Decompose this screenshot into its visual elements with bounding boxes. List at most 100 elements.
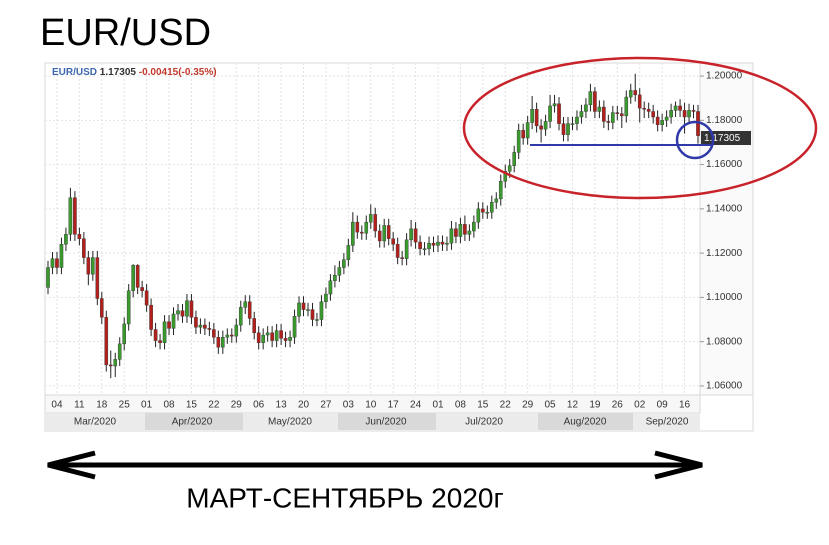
candle-body xyxy=(440,241,445,245)
candle-body xyxy=(584,104,588,112)
candle-body xyxy=(337,267,342,276)
candle-body xyxy=(642,107,647,110)
candle-body xyxy=(516,130,521,153)
annotation: МАРТ-СЕНТЯБРЬ 2020г xyxy=(186,482,503,513)
arrow-head-right xyxy=(654,450,703,480)
x-tick-label: 17 xyxy=(388,400,400,411)
candle-body xyxy=(512,152,517,166)
x-tick-label: 01 xyxy=(141,400,153,411)
candle-body xyxy=(171,313,176,329)
candle-body xyxy=(185,300,189,317)
candle-body xyxy=(458,224,463,237)
period-arrow xyxy=(47,450,703,480)
candle-body xyxy=(203,324,207,329)
candle-body xyxy=(575,116,579,124)
candle-body xyxy=(691,110,696,112)
candle-body xyxy=(579,111,584,118)
candle-body xyxy=(597,106,602,112)
candle-body xyxy=(436,241,440,246)
candle-body xyxy=(158,340,162,343)
x-tick-label: 15 xyxy=(477,400,489,411)
month-band xyxy=(436,413,538,430)
candle-body xyxy=(247,301,252,319)
x-tick-label: 03 xyxy=(343,400,355,411)
price-axis-panel xyxy=(699,62,754,396)
candle-body xyxy=(82,238,86,258)
candle-body xyxy=(292,316,297,338)
x-tick-label: 16 xyxy=(679,400,691,411)
candle-body xyxy=(243,301,248,308)
month-band xyxy=(145,413,243,430)
month-band xyxy=(633,413,700,430)
candle-body xyxy=(386,225,391,239)
x-tick-label: 04 xyxy=(51,400,63,411)
month-band xyxy=(45,413,145,430)
candle-body xyxy=(588,91,593,106)
candle-body xyxy=(229,334,234,337)
candle-body xyxy=(637,94,642,109)
header: EUR/USD 1.17305 -0.00415(-0.35%) xyxy=(52,67,217,78)
candle-body xyxy=(319,301,324,320)
candle-body xyxy=(104,317,109,366)
y-tick-label: 1.20000 xyxy=(706,71,743,82)
candle-body xyxy=(445,242,449,245)
candle-body xyxy=(557,103,561,124)
candle-body xyxy=(548,105,552,122)
candle-body xyxy=(359,231,364,234)
candle-body xyxy=(333,275,337,281)
month-band xyxy=(243,413,338,430)
x-tick-label: 26 xyxy=(612,400,624,411)
x-tick-label: 06 xyxy=(253,400,265,411)
candle-body xyxy=(73,197,77,235)
candle-body xyxy=(68,197,73,235)
x-tick-label: 10 xyxy=(365,400,377,411)
x-tick-label: 08 xyxy=(163,400,175,411)
candle-body xyxy=(364,221,369,234)
x-tick-label: 25 xyxy=(119,400,131,411)
candle-body xyxy=(149,304,153,330)
candle-body xyxy=(485,211,490,214)
candle-body xyxy=(606,121,611,123)
candle-body xyxy=(279,330,283,339)
candle-body xyxy=(422,248,427,250)
x-tick-label: 12 xyxy=(567,400,579,411)
candle-body xyxy=(664,116,669,121)
candle-body xyxy=(449,228,454,244)
candle-body xyxy=(113,359,118,367)
candle-body xyxy=(198,324,203,328)
candle-body xyxy=(108,364,113,367)
candle-body xyxy=(570,123,575,125)
x-tick-label: 13 xyxy=(276,400,288,411)
price: 1.17305 xyxy=(100,67,137,78)
candle-body xyxy=(611,112,615,123)
candle-body xyxy=(543,121,548,130)
candle-body xyxy=(507,165,512,172)
candle-body xyxy=(534,109,539,127)
candle-body xyxy=(472,221,476,232)
candle-body xyxy=(678,105,682,111)
candle-body xyxy=(404,239,409,259)
candle-body xyxy=(140,287,144,291)
candle-body xyxy=(194,317,198,328)
candle-body xyxy=(655,116,660,125)
candle-body xyxy=(521,130,525,139)
candle-body xyxy=(413,228,418,243)
arrow-head-left xyxy=(47,450,96,480)
candle-body xyxy=(301,302,306,310)
candle-body xyxy=(669,110,673,118)
candle-body xyxy=(498,180,503,200)
candle-body xyxy=(427,242,431,249)
candle-body xyxy=(391,238,395,245)
y-tick-label: 1.18000 xyxy=(706,115,743,126)
month-band xyxy=(538,413,633,430)
x-tick-label: 22 xyxy=(208,400,220,411)
chart-title: EUR/USD xyxy=(40,12,211,54)
x-tick-label: 08 xyxy=(455,400,467,411)
symbol: EUR/USD xyxy=(52,67,97,78)
candle-body xyxy=(135,265,140,288)
candle-body xyxy=(153,329,158,341)
candle-body xyxy=(77,234,82,239)
x-tick-label: 05 xyxy=(545,400,557,411)
candle-body xyxy=(95,257,100,299)
candle-body xyxy=(270,332,274,341)
